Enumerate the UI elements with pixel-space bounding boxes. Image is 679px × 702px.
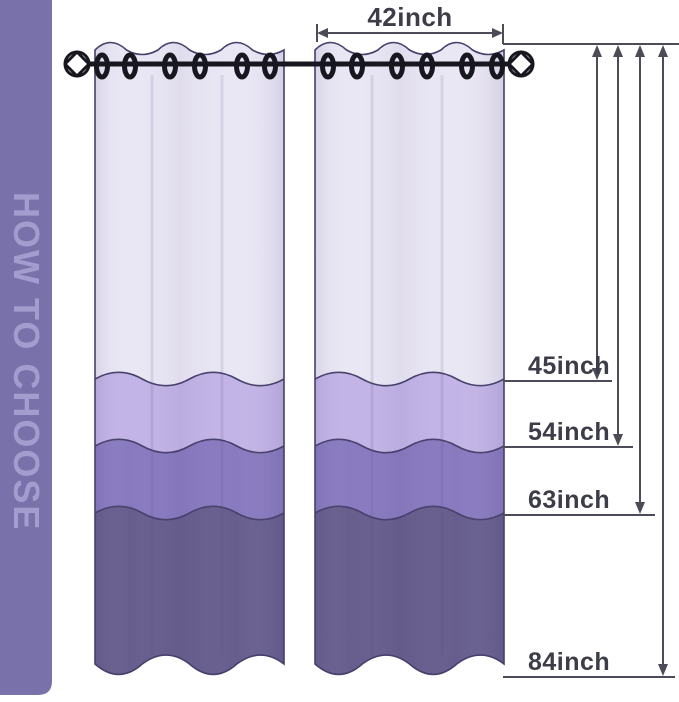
grommet-icon — [320, 52, 336, 80]
width-measurement-label: 42inch — [367, 2, 452, 32]
grommet-icon — [349, 52, 365, 80]
rod-finial-right-icon — [507, 50, 535, 78]
grommet-icon — [419, 52, 435, 80]
curtain-rod — [63, 50, 535, 80]
curtain-panel-right — [314, 41, 505, 676]
length-measurement-63: 63inch — [503, 45, 655, 516]
grommet-icon — [262, 52, 278, 80]
grommet-icon — [192, 52, 208, 80]
length-label-54: 54inch — [528, 418, 610, 446]
grommet-icon — [459, 52, 475, 80]
grommet-icon — [389, 52, 405, 80]
rod-finial-left-icon — [63, 50, 91, 78]
length-label-63: 63inch — [528, 486, 610, 514]
grommets-left-panel — [94, 52, 278, 80]
fabric-sheen — [315, 42, 504, 675]
grommet-icon — [162, 52, 178, 80]
arrow-up-icon — [613, 45, 623, 57]
length-label-84: 84inch — [528, 648, 610, 676]
curtain-panel-left — [94, 41, 285, 676]
banner-background — [0, 0, 52, 695]
length-measurement-84: 84inch — [503, 45, 675, 678]
arrow-right-icon — [492, 28, 503, 38]
arrow-down-icon — [613, 434, 623, 446]
arrow-down-icon — [658, 664, 668, 676]
length-measurement-54: 54inch — [503, 45, 633, 448]
grommet-icon — [122, 52, 138, 80]
fabric-sheen — [95, 42, 284, 675]
grommet-icon — [234, 52, 250, 80]
arrow-down-icon — [635, 502, 645, 514]
grommets-right-panel — [320, 52, 505, 80]
width-measurement: 42inch — [316, 2, 504, 44]
arrow-up-icon — [592, 45, 602, 57]
grommet-icon — [489, 52, 505, 80]
length-label-45: 45inch — [528, 352, 610, 380]
grommet-icon — [94, 52, 110, 80]
arrow-up-icon — [635, 45, 645, 57]
length-measurement-45: 45inch — [503, 45, 612, 382]
arrow-down-icon — [592, 368, 602, 380]
arrow-up-icon — [658, 45, 668, 57]
banner-label: HOW TO CHOOSE — [6, 192, 47, 531]
arrow-left-icon — [317, 28, 328, 38]
how-to-choose-banner: HOW TO CHOOSE — [0, 0, 52, 695]
